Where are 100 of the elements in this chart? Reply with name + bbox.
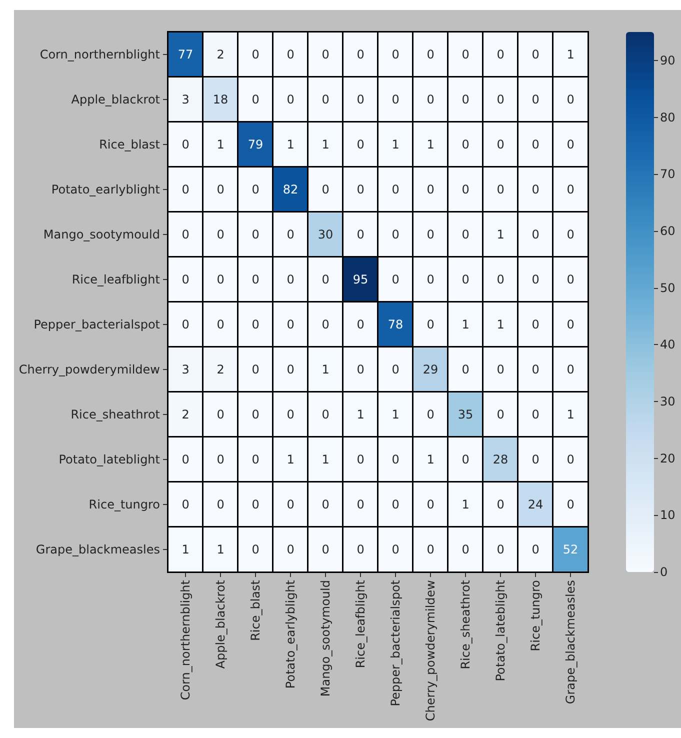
data-label: 0: [426, 228, 434, 242]
data-label: 1: [182, 542, 190, 556]
data-label: 0: [566, 452, 574, 466]
data-label: 0: [356, 362, 364, 376]
data-label: 0: [322, 272, 330, 286]
x-tick-label: Pepper_bacterialspot: [388, 580, 402, 706]
data-label: 82: [282, 182, 298, 196]
y-tick-label: Rice_tungro: [88, 498, 160, 512]
data-label: 0: [392, 92, 400, 106]
data-label: 0: [426, 182, 434, 196]
data-label: 0: [252, 182, 260, 196]
data-label: 0: [392, 228, 400, 242]
y-tick-label: Potato_earlyblight: [51, 182, 160, 196]
data-label: 0: [532, 228, 540, 242]
data-label: 0: [356, 48, 364, 62]
data-label: 0: [356, 498, 364, 512]
data-label: 0: [532, 48, 540, 62]
data-label: 29: [422, 362, 438, 376]
data-label: 1: [462, 498, 470, 512]
data-label: 0: [566, 318, 574, 332]
data-label: 18: [212, 92, 228, 106]
color-bar-label: 20: [660, 451, 676, 466]
data-label: 0: [426, 408, 434, 422]
data-label: 0: [566, 498, 574, 512]
data-label: 0: [356, 92, 364, 106]
y-tick-label: Mango_sootymould: [43, 228, 160, 242]
x-tick-label: Apple_blackrot: [214, 580, 228, 669]
data-label: 0: [216, 318, 224, 332]
data-label: 0: [426, 542, 434, 556]
data-label: 0: [496, 498, 504, 512]
data-label: 2: [182, 408, 190, 422]
data-label: 0: [252, 92, 260, 106]
data-label: 1: [286, 138, 294, 152]
data-label: 0: [286, 228, 294, 242]
x-tick-label: Mango_sootymould: [318, 580, 332, 697]
data-label: 0: [252, 362, 260, 376]
data-label: 1: [322, 362, 330, 376]
data-label: 0: [496, 48, 504, 62]
data-label: 0: [566, 92, 574, 106]
data-label: 0: [322, 408, 330, 422]
data-label: 0: [286, 48, 294, 62]
data-label: 0: [426, 272, 434, 286]
data-label: 2: [216, 48, 224, 62]
data-label: 0: [462, 92, 470, 106]
data-label: 2: [216, 362, 224, 376]
data-label: 0: [392, 498, 400, 512]
x-tick-label: Rice_sheathrot: [458, 580, 472, 670]
data-label: 0: [252, 542, 260, 556]
data-label: 0: [216, 498, 224, 512]
color-bar-label: 70: [660, 167, 676, 182]
data-label: 0: [532, 182, 540, 196]
x-tick-label: Rice_leafblight: [354, 580, 368, 668]
x-tick-label: Grape_blackmeasles: [564, 580, 578, 704]
data-label: 0: [182, 182, 190, 196]
data-label: 0: [532, 318, 540, 332]
data-label: 1: [286, 452, 294, 466]
data-label: 0: [182, 138, 190, 152]
color-bar-label: 90: [660, 53, 676, 68]
data-label: 0: [462, 182, 470, 196]
data-label: 0: [392, 182, 400, 196]
data-label: 3: [182, 362, 190, 376]
y-tick-label: Apple_blackrot: [71, 92, 160, 106]
data-label: 0: [496, 362, 504, 376]
color-bar-label: 40: [660, 338, 676, 352]
data-label: 0: [322, 542, 330, 556]
data-label: 0: [392, 272, 400, 286]
data-label: 0: [462, 362, 470, 376]
color-bar-label: 0: [660, 565, 668, 579]
data-label: 0: [462, 228, 470, 242]
data-label: 0: [182, 318, 190, 332]
data-label: 0: [566, 362, 574, 376]
x-tick-label: Potato_lateblight: [494, 580, 508, 682]
data-label: 0: [356, 542, 364, 556]
x-tick-label: Rice_tungro: [528, 580, 542, 652]
data-label: 0: [462, 138, 470, 152]
y-tick-label: Rice_sheathrot: [70, 408, 160, 422]
data-label: 0: [392, 362, 400, 376]
data-label: 1: [216, 138, 224, 152]
y-tick-label: Pepper_bacterialspot: [34, 318, 160, 332]
data-label: 0: [426, 92, 434, 106]
data-label: 0: [496, 92, 504, 106]
data-label: 1: [426, 138, 434, 152]
data-label: 3: [182, 92, 190, 106]
data-label: 0: [462, 452, 470, 466]
data-label: 0: [426, 318, 434, 332]
data-label: 0: [496, 408, 504, 422]
data-label: 0: [566, 228, 574, 242]
data-label: 0: [392, 48, 400, 62]
data-label: 1: [566, 408, 574, 422]
data-label: 1: [322, 138, 330, 152]
data-label: 79: [248, 138, 264, 152]
data-label: 0: [392, 542, 400, 556]
y-tick-label: Cherry_powderymildew: [18, 362, 160, 376]
data-label: 0: [252, 228, 260, 242]
data-label: 1: [392, 138, 400, 152]
y-tick-label: Grape_blackmeasles: [36, 542, 160, 556]
data-label: 0: [356, 228, 364, 242]
data-label: 0: [286, 498, 294, 512]
data-label: 0: [532, 138, 540, 152]
data-label: 0: [252, 498, 260, 512]
